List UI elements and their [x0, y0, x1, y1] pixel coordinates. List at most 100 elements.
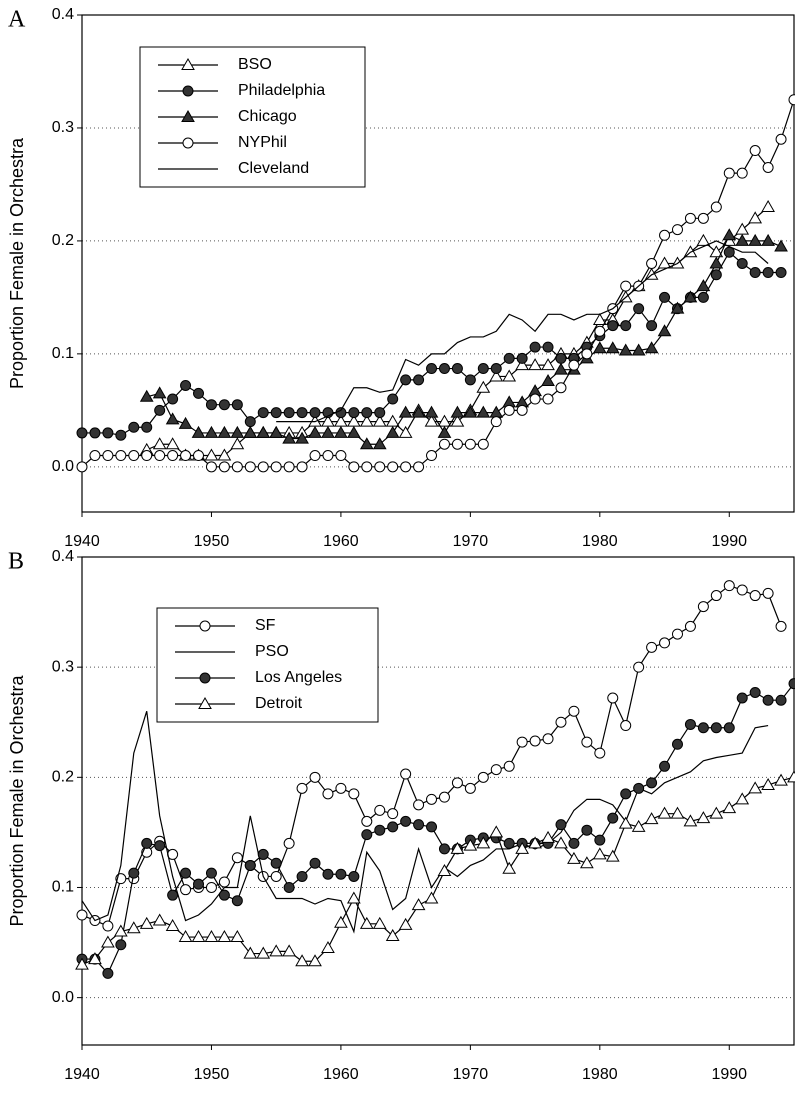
data-point: [748, 211, 763, 224]
panel-label: A: [8, 7, 26, 33]
data-point: [374, 824, 386, 836]
data-point: [372, 437, 387, 450]
data-point: [438, 363, 450, 375]
data-point: [437, 863, 452, 876]
data-point: [361, 815, 373, 827]
data-point: [128, 421, 140, 433]
x-tick-label: 1980: [582, 533, 618, 550]
data-point: [154, 404, 166, 416]
legend-marker: [181, 109, 195, 122]
data-point: [361, 461, 373, 473]
data-point: [283, 881, 295, 893]
data-point: [620, 320, 632, 332]
data-point: [542, 733, 554, 745]
data-point: [270, 461, 282, 473]
data-point: [710, 269, 722, 281]
data-point: [477, 363, 489, 375]
data-point: [697, 291, 709, 303]
data-point: [141, 837, 153, 849]
data-point: [309, 450, 321, 462]
data-point: [568, 705, 580, 717]
data-point: [205, 881, 217, 893]
x-tick-label: 1970: [453, 533, 489, 550]
data-point: [387, 808, 399, 820]
x-tick-label: 1990: [711, 533, 747, 550]
data-point: [385, 425, 400, 438]
data-point: [204, 448, 219, 461]
data-point: [102, 920, 114, 932]
data-point: [618, 343, 633, 356]
data-point: [152, 913, 167, 926]
data-point: [567, 851, 581, 864]
data-point: [528, 836, 542, 849]
data-point: [231, 461, 243, 473]
data-point: [282, 944, 296, 957]
data-point: [361, 407, 373, 419]
data-point: [592, 341, 607, 354]
data-point: [269, 425, 284, 438]
data-point: [749, 590, 761, 602]
data-point: [594, 747, 606, 759]
data-point: [243, 425, 258, 438]
data-point: [296, 461, 308, 473]
data-point: [774, 773, 788, 786]
legend-marker: [182, 85, 194, 97]
data-point: [154, 450, 166, 462]
data-point: [205, 461, 217, 473]
data-point: [775, 267, 787, 279]
data-point: [633, 661, 645, 673]
data-point: [309, 407, 321, 419]
data-point: [193, 878, 205, 890]
data-point: [659, 760, 671, 772]
data-point: [230, 437, 245, 450]
x-tick-label: 1940: [64, 533, 100, 550]
data-point: [463, 838, 478, 851]
data-point: [283, 837, 295, 849]
data-point: [683, 290, 698, 303]
data-point: [541, 358, 555, 371]
data-point: [671, 738, 683, 750]
x-tick-label: 1950: [194, 533, 230, 550]
data-point: [515, 841, 530, 854]
data-point: [413, 799, 425, 811]
data-point: [154, 840, 166, 852]
data-point: [230, 930, 245, 943]
data-point: [139, 389, 154, 402]
data-point: [205, 399, 217, 411]
legend-label: Philadelphia: [238, 82, 325, 99]
data-point: [684, 620, 696, 632]
legend-marker: [198, 696, 212, 709]
data-point: [374, 804, 386, 816]
data-point: [398, 405, 413, 418]
data-point: [283, 407, 295, 419]
data-point: [257, 848, 269, 860]
data-point: [152, 386, 167, 399]
data-point: [696, 233, 711, 246]
data-point: [515, 358, 530, 371]
data-point: [424, 891, 439, 904]
data-point: [503, 404, 515, 416]
data-point: [723, 580, 735, 592]
data-point: [269, 944, 284, 957]
data-point: [696, 811, 711, 824]
x-tick-label: 1970: [453, 1066, 489, 1083]
data-point: [451, 363, 463, 375]
data-point: [309, 771, 321, 783]
data-point: [270, 870, 282, 882]
data-point: [75, 957, 89, 970]
data-point: [607, 812, 619, 824]
data-point: [502, 369, 517, 382]
legend-label: Detroit: [255, 695, 303, 712]
data-point: [322, 788, 334, 800]
data-point: [657, 324, 672, 337]
data-point: [424, 405, 439, 418]
data-point: [490, 764, 502, 776]
data-point: [374, 407, 386, 419]
data-point: [529, 735, 541, 747]
data-point: [620, 720, 632, 732]
data-point: [476, 836, 491, 849]
data-point: [180, 867, 192, 879]
data-point: [529, 341, 541, 353]
data-point: [89, 427, 101, 439]
data-point: [102, 450, 114, 462]
